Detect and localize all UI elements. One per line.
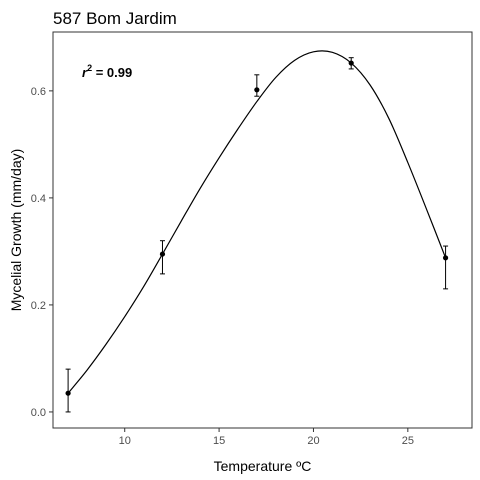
data-point <box>254 87 260 93</box>
data-point <box>65 390 71 396</box>
x-axis-ticks: 10 15 20 25 <box>119 428 414 447</box>
r-squared-annotation: r2 = 0.99 <box>82 63 132 80</box>
y-axis-label: Mycelial Growth (mm/day) <box>8 149 24 312</box>
y-tick-label: 0.4 <box>31 193 46 205</box>
x-tick-label: 25 <box>402 435 414 447</box>
chart-title: 587 Bom Jardim <box>53 9 177 28</box>
r-value: = 0.99 <box>92 65 132 80</box>
data-point <box>442 255 449 261</box>
data-point <box>159 251 166 257</box>
y-tick-label: 0.0 <box>31 407 46 419</box>
data-point <box>348 60 354 66</box>
error-bars <box>65 57 449 413</box>
y-axis-ticks: 0.0 0.2 0.4 0.6 <box>31 86 53 419</box>
x-tick-label: 20 <box>307 435 319 447</box>
x-tick-label: 10 <box>119 435 131 447</box>
data-points <box>65 60 449 396</box>
plot-panel <box>52 31 473 429</box>
r-symbol: r <box>82 65 88 80</box>
x-axis-label: Temperature ºC <box>214 458 312 474</box>
y-tick-label: 0.6 <box>31 86 46 98</box>
fit-curve <box>67 50 447 394</box>
x-tick-label: 15 <box>213 435 225 447</box>
r-superscript: 2 <box>87 63 92 73</box>
y-tick-label: 0.2 <box>31 300 46 312</box>
